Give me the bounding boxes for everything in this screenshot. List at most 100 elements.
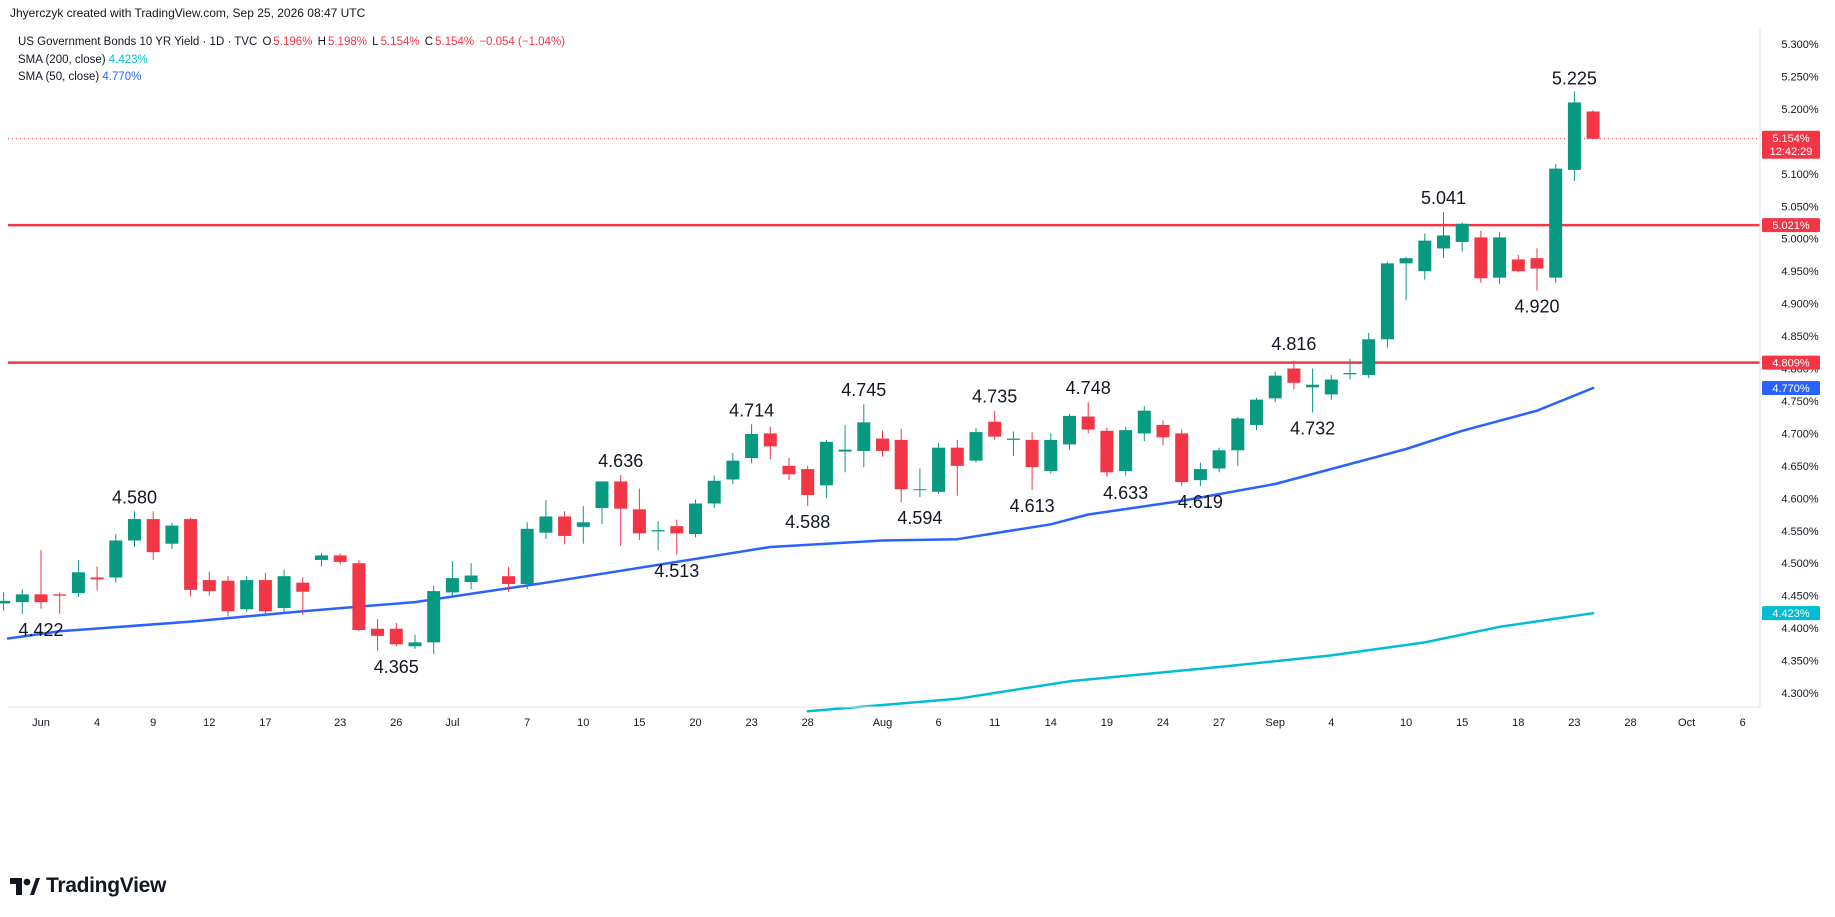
candle-body (1119, 430, 1133, 472)
candle (427, 585, 441, 655)
chart-axes (8, 28, 1761, 708)
x-axis-tick-label: 27 (1213, 717, 1225, 729)
axis-price-tag: 5.154%12:42:29 (1762, 130, 1820, 159)
x-axis-tick-label: 18 (1512, 717, 1524, 729)
candle (651, 521, 665, 551)
candle (614, 474, 628, 546)
candle (632, 488, 646, 540)
candle-body (445, 578, 459, 593)
candle-body (1231, 418, 1245, 451)
tradingview-logo[interactable]: TradingView (10, 874, 166, 898)
candle-body (1025, 439, 1039, 468)
candle-body (109, 540, 123, 578)
price-annotation-label: 4.748 (1066, 378, 1111, 398)
candle-body (502, 576, 515, 584)
candle (1549, 164, 1563, 283)
candle-body (894, 439, 908, 490)
axis-price-tag: 4.423% (1762, 606, 1820, 621)
x-axis-tick-label: 6 (936, 717, 942, 729)
candle (1530, 248, 1544, 291)
candle-body (689, 503, 702, 534)
candle (445, 561, 459, 596)
low-label: L (372, 36, 379, 48)
legend-sma50-row[interactable]: SMA (50, close) 4.770% (18, 69, 565, 87)
candle-body (707, 480, 721, 504)
candle (539, 500, 553, 540)
change-value: −0.054 (−1.04%) (479, 36, 565, 48)
candle-body (371, 628, 385, 636)
x-axis-tick-label: Aug (873, 717, 893, 729)
candle-body (1399, 258, 1413, 264)
candle (1231, 417, 1245, 466)
candle-body (1175, 433, 1189, 483)
candle-body (1044, 439, 1058, 472)
candle-body (1549, 168, 1563, 278)
candle (950, 439, 964, 496)
high-value: 5.198% (327, 36, 367, 48)
x-axis-tick-label: 10 (1400, 717, 1412, 729)
low-value: 5.154% (380, 36, 420, 48)
y-axis-tick-label: 4.350% (1781, 656, 1819, 668)
legend-symbol-row[interactable]: US Government Bonds 10 YR Yield · 1D · T… (18, 34, 565, 52)
price-annotations: 4.422 4.580 4.365 4.636 4.513 4.714 4.588 4.745… (18, 69, 1596, 677)
price-annotation-label: 4.714 (729, 400, 774, 420)
candle (520, 522, 534, 590)
candle-body (1006, 438, 1020, 440)
x-axis-tick-label: 26 (390, 717, 402, 729)
axis-price-tag-bg (1762, 355, 1820, 370)
axis-price-tag-bg (1762, 130, 1820, 159)
candle-body (128, 519, 141, 541)
candle (315, 552, 328, 567)
x-axis-tick-label: Sep (1265, 717, 1285, 729)
candle-body (651, 530, 665, 532)
x-axis-tick-label: 28 (802, 717, 814, 729)
candle (221, 576, 235, 617)
candle (90, 566, 104, 591)
price-annotation-label: 4.594 (897, 508, 942, 528)
candlestick-series (0, 91, 1600, 655)
sma50-line (6, 386, 1595, 640)
y-axis-tick-label: 4.400% (1781, 623, 1819, 635)
candle (202, 571, 216, 596)
y-axis-tick-label: 4.750% (1781, 396, 1819, 408)
price-annotation-label: 4.365 (374, 657, 419, 677)
candle (1268, 371, 1282, 403)
candle (71, 559, 85, 597)
candle-body (1362, 339, 1376, 375)
candle (1343, 358, 1357, 380)
candle-body (333, 555, 347, 562)
y-axis-tick-label: 4.550% (1781, 526, 1819, 538)
candle (857, 404, 871, 468)
candle-body (1474, 237, 1488, 279)
candle-body (0, 600, 11, 604)
candle-body (1455, 223, 1469, 242)
candle-body (801, 469, 815, 496)
x-axis-tick-label: 19 (1101, 717, 1113, 729)
candle (1362, 332, 1376, 379)
candle (408, 634, 422, 649)
price-annotation-label: 4.920 (1514, 297, 1559, 317)
open-value: 5.196% (273, 36, 313, 48)
candle (1399, 256, 1413, 301)
candle (1212, 447, 1226, 473)
y-axis-tick-label: 4.450% (1781, 591, 1819, 603)
x-axis-tick-label: 15 (633, 717, 645, 729)
chart-legend: US Government Bonds 10 YR Yield · 1D · T… (18, 34, 565, 87)
candle-body (352, 563, 366, 631)
candle (707, 475, 721, 509)
price-annotation-label: 4.745 (841, 380, 886, 400)
x-axis-tick-label: Jun (32, 717, 50, 729)
x-axis-tick-label: 24 (1157, 717, 1169, 729)
legend-sma200-row[interactable]: SMA (200, close) 4.423% (18, 52, 565, 70)
y-axis-tick-label: 5.300% (1781, 39, 1819, 51)
candle (389, 622, 403, 647)
candle-body (1586, 111, 1600, 139)
high-label: H (317, 36, 326, 48)
candle (277, 569, 291, 612)
candle (1418, 233, 1432, 280)
candle-body (221, 580, 235, 612)
candle-body (184, 519, 198, 590)
candle (1380, 261, 1394, 348)
candle (1063, 413, 1076, 450)
